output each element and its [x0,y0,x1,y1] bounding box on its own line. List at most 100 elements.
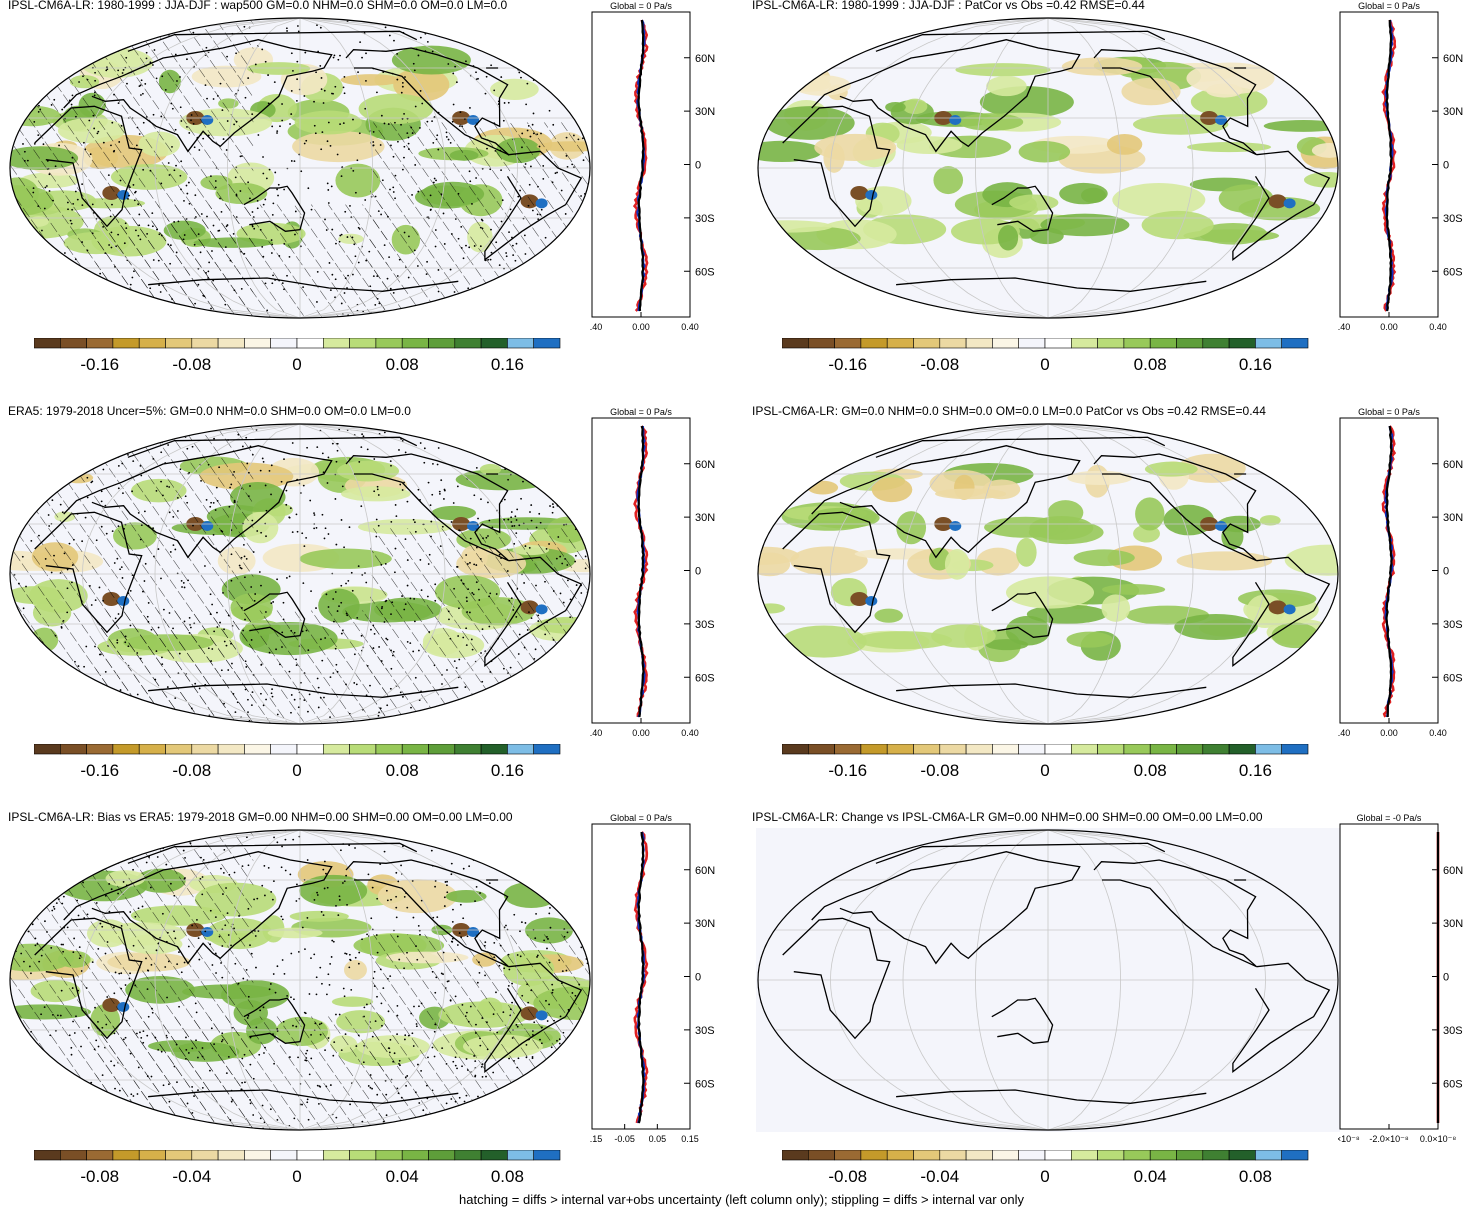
colorbar-swatch [480,744,508,755]
colorbar-label: 0.08 [1239,1167,1272,1186]
colorbar-swatch [349,744,377,755]
colorbar-swatch [296,338,324,349]
map-panel: IPSL-CM6A-LR: Bias vs ERA5: 1979-2018 GM… [0,810,740,1212]
colorbar-swatch [1202,744,1230,755]
colorbar-swatch [1255,1150,1282,1161]
colorbar-swatch [86,338,114,349]
colorbar-swatch [860,1150,888,1161]
zonal-tick-label: -4.0×10⁻⁸ [1338,1134,1360,1144]
lat-tick-label: 30S [695,619,715,631]
colorbar-swatch [860,338,888,349]
zonal-mean-plot: Global = 0 Pa/s 60N 30N 0 30S 60S -0.40 0.00 0.4… [1338,1,1463,332]
colorbar-swatch [1018,338,1046,349]
map-panel: ERA5: 1979-2018 Uncer=5%: GM=0.0 NHM=0.0… [0,404,740,806]
zonal-mean-plot: Global = 0 Pa/s 60N 30N 0 30S 60S -0.40 0.00 0.4… [590,1,715,332]
colorbar-label: 0.08 [1134,761,1167,780]
colorbar-swatch [401,1150,429,1161]
lat-tick-label: 30S [695,213,715,225]
zonal-header: Global = 0 Pa/s [610,1,672,11]
colorbar-swatch [1176,338,1204,349]
colorbar-swatch [939,338,967,349]
zonal-header: Global = 0 Pa/s [1358,407,1420,417]
lat-tick-label: 60S [695,266,715,278]
lat-tick-label: 30N [695,106,715,118]
colorbar-swatch [886,338,914,349]
zonal-tick-label: -0.05 [614,1134,635,1144]
colorbar-swatch [191,1150,219,1161]
colorbar-swatch [428,338,456,349]
colorbar-label: 0.04 [386,1167,419,1186]
colorbar-swatch [191,338,219,349]
colorbar-swatch [834,1150,862,1161]
zonal-tick-label: -2.0×10⁻⁸ [1369,1134,1409,1144]
colorbar-label: -0.04 [920,1167,959,1186]
colorbar-label: -0.08 [80,1167,119,1186]
colorbar-swatch [322,1150,350,1161]
zonal-header: Global = 0 Pa/s [610,407,672,417]
zonal-tick-label: 0.0×10⁻⁸ [1420,1134,1457,1144]
zonal-mean-plot: Global = 0 Pa/s 60N 30N 0 30S 60S -0.40 0.00 0.4… [1338,407,1463,738]
panel-title: IPSL-CM6A-LR: Change vs IPSL-CM6A-LR GM=… [752,810,1263,824]
colorbar-swatch [834,744,862,755]
colorbar-swatch [86,744,114,755]
colorbar-label: 0.08 [491,1167,524,1186]
colorbar-swatch [1149,744,1177,755]
colorbar-swatch [807,744,835,755]
lat-tick-label: 60N [695,865,715,877]
lat-tick-label: 30N [1443,106,1463,118]
map-panel: IPSL-CM6A-LR: GM=0.0 NHM=0.0 SHM=0.0 OM=… [748,404,1483,806]
colorbar-swatch [112,744,140,755]
zonal-header: Global = -0 Pa/s [1357,813,1422,823]
colorbar-swatch [1044,338,1072,349]
zonal-tick-label: -0.15 [590,1134,602,1144]
lat-tick-label: 60N [695,53,715,65]
colorbar-swatch [112,1150,140,1161]
zonal-tick-label: 0.40 [1429,322,1447,332]
colorbar: -0.16 -0.08 0 0.08 0.16 [782,338,1309,374]
colorbar-swatch [507,338,534,349]
colorbar-swatch [1097,744,1125,755]
lat-tick-label: 0 [1443,566,1449,578]
colorbar-swatch [1123,338,1151,349]
colorbar-swatch [270,1150,298,1161]
colorbar-swatch [454,1150,482,1161]
colorbar-swatch [1123,744,1151,755]
colorbar-swatch [86,1150,114,1161]
colorbar-label: -0.16 [828,355,867,374]
colorbar-swatch [913,744,941,755]
colorbar-swatch [507,1150,534,1161]
colorbar-swatch [1255,744,1282,755]
colorbar-swatch [34,1150,61,1161]
zonal-mean-plot: Global = 0 Pa/s 60N 30N 0 30S 60S -0.15 -0.05 0.… [590,813,715,1144]
panel-title: IPSL-CM6A-LR: GM=0.0 NHM=0.0 SHM=0.0 OM=… [752,404,1266,418]
colorbar-swatch [59,1150,87,1161]
colorbar-swatch [34,338,61,349]
lat-tick-label: 30S [1443,213,1463,225]
colorbar-swatch [807,338,835,349]
zonal-tick-label: -0.40 [1338,728,1350,738]
colorbar: -0.16 -0.08 0 0.08 0.16 [34,338,561,374]
colorbar-swatch [992,338,1019,349]
zonal-tick-label: 0.00 [632,728,650,738]
zonal-tick-label: 0.40 [1429,728,1447,738]
colorbar-label: 0 [292,761,301,780]
zonal-tick-label: 0.40 [681,322,699,332]
colorbar-swatch [244,744,271,755]
colorbar-swatch [428,744,456,755]
colorbar-swatch [1202,338,1230,349]
lat-tick-label: 60S [1443,266,1463,278]
map-panel: IPSL-CM6A-LR: 1980-1999 : JJA-DJF : wap5… [0,0,740,400]
colorbar-swatch [401,338,429,349]
colorbar-swatch [270,338,298,349]
colorbar-swatch [480,1150,508,1161]
colorbar-swatch [1255,338,1282,349]
lat-tick-label: 30S [1443,619,1463,631]
zonal-tick-label: 0.05 [649,1134,667,1144]
colorbar-swatch [1018,1150,1046,1161]
colorbar-swatch [533,744,561,755]
colorbar-swatch [1281,744,1309,755]
zonal-tick-label: 0.00 [1380,322,1398,332]
lat-tick-label: 60S [695,1078,715,1090]
colorbar-label: 0.08 [1134,355,1167,374]
zonal-tick-label: 0.15 [681,1134,699,1144]
